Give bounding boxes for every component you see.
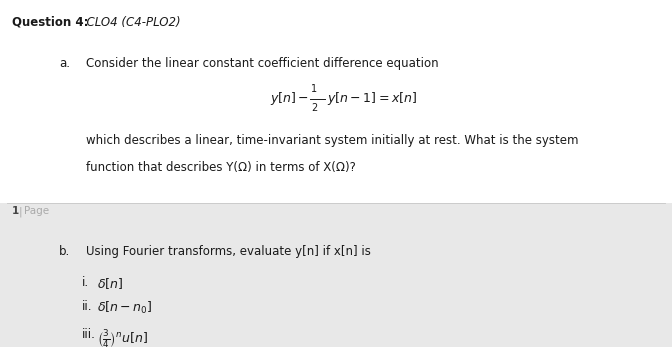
Text: |: | — [19, 206, 22, 217]
Text: Page: Page — [24, 206, 49, 217]
Text: function that describes Y(Ω) in terms of X(Ω)?: function that describes Y(Ω) in terms of… — [86, 161, 356, 174]
Text: $\delta[n]$: $\delta[n]$ — [97, 276, 124, 291]
Text: Consider the linear constant coefficient difference equation: Consider the linear constant coefficient… — [86, 57, 439, 70]
Text: 2: 2 — [311, 103, 317, 113]
Text: which describes a linear, time-invariant system initially at rest. What is the s: which describes a linear, time-invariant… — [86, 134, 579, 146]
Text: i.: i. — [82, 276, 89, 289]
Bar — [0, 0, 672, 203]
Text: 1: 1 — [12, 206, 19, 217]
Text: Using Fourier transforms, evaluate y[n] if x[n] is: Using Fourier transforms, evaluate y[n] … — [86, 245, 371, 257]
Text: $y[n]-$: $y[n]-$ — [270, 90, 309, 107]
Text: $y[n-1]=x[n]$: $y[n-1]=x[n]$ — [327, 90, 417, 107]
Text: b.: b. — [59, 245, 71, 257]
Text: a.: a. — [59, 57, 70, 70]
Text: CLO4 (C4-PLO2): CLO4 (C4-PLO2) — [79, 16, 181, 28]
Bar — [0, 203, 672, 347]
Text: ii.: ii. — [82, 300, 93, 313]
Text: iii.: iii. — [82, 328, 96, 341]
Text: $\left(\frac{3}{4}\right)^n u[n]$: $\left(\frac{3}{4}\right)^n u[n]$ — [97, 328, 149, 347]
Text: $\delta[n-n_0]$: $\delta[n-n_0]$ — [97, 300, 153, 316]
Text: 1: 1 — [311, 84, 317, 94]
Text: Question 4:: Question 4: — [12, 16, 89, 28]
